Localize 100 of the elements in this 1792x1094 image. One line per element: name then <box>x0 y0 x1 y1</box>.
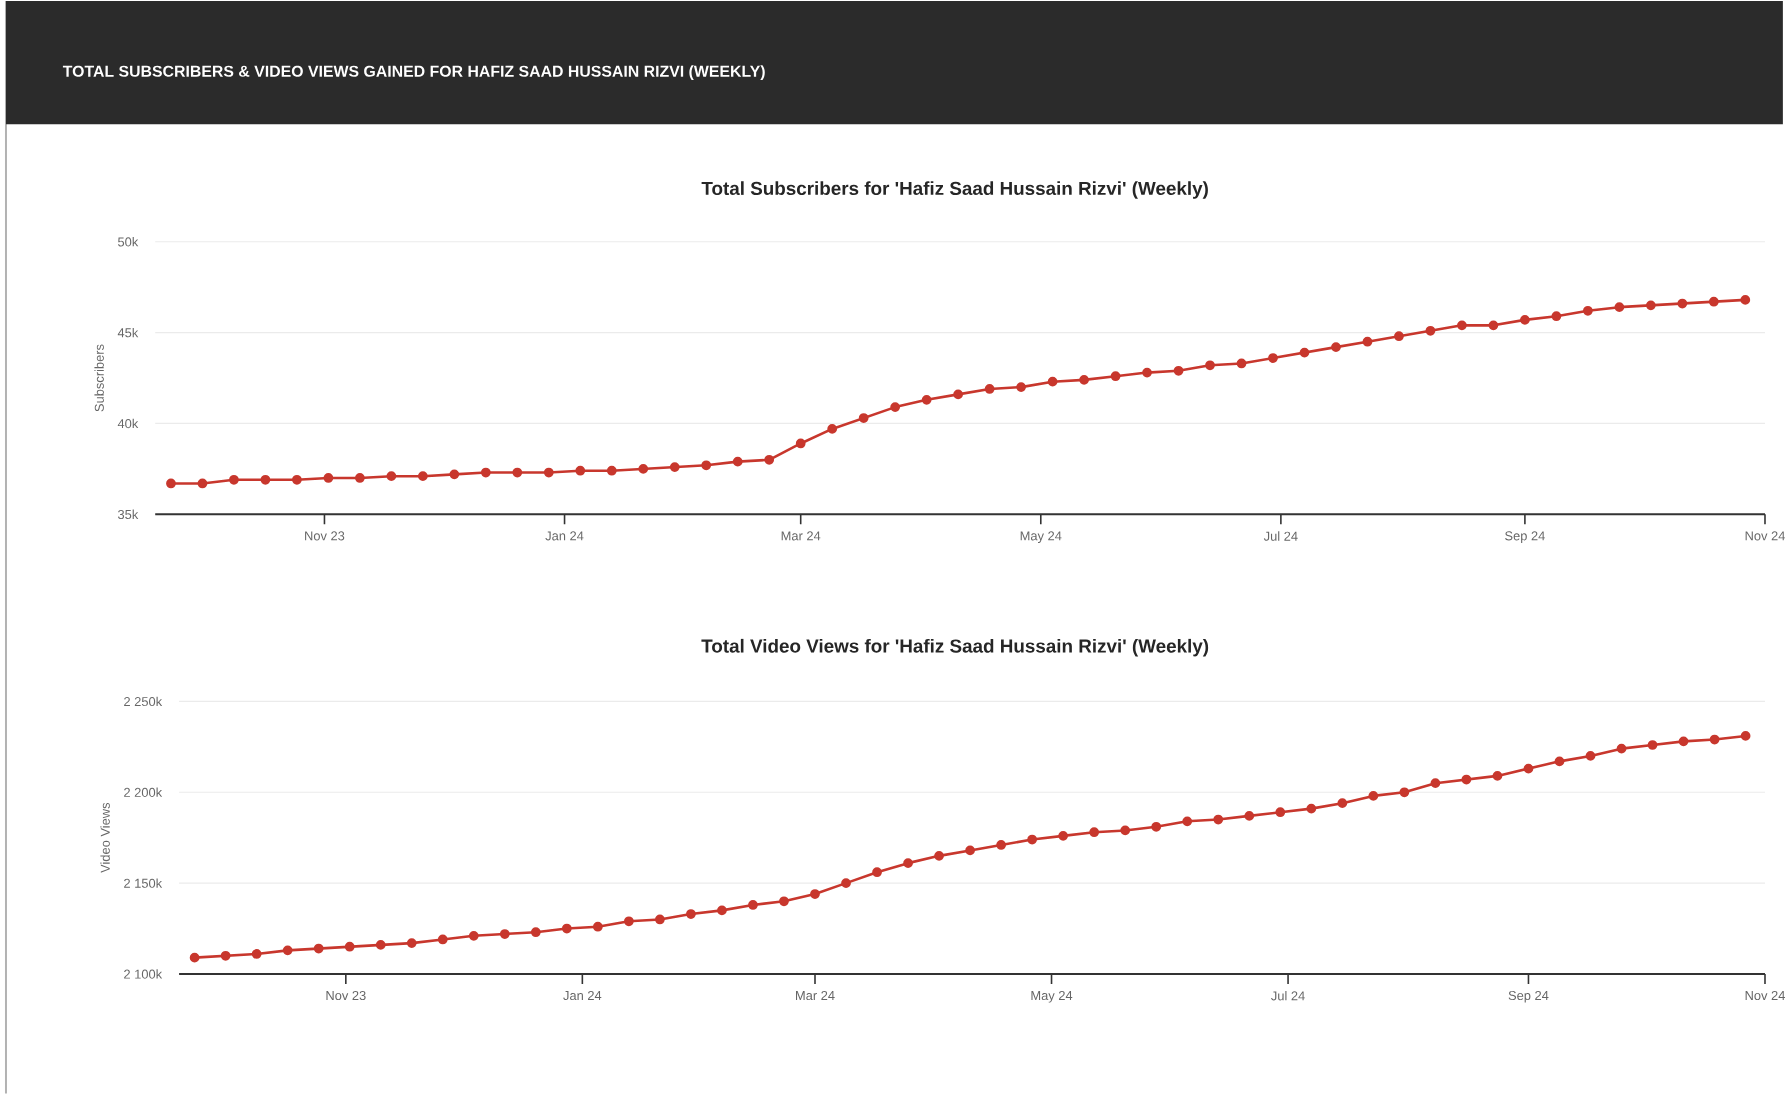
point <box>1394 331 1404 341</box>
point <box>282 945 293 956</box>
point <box>323 472 334 483</box>
point <box>1425 325 1436 336</box>
point <box>1740 730 1751 741</box>
point <box>934 850 944 861</box>
point <box>1709 734 1720 745</box>
point <box>355 472 365 483</box>
point <box>701 460 712 470</box>
point <box>437 934 448 945</box>
point <box>795 438 806 449</box>
point <box>292 474 302 485</box>
point <box>1047 376 1058 387</box>
point <box>1488 320 1499 331</box>
point <box>480 467 491 478</box>
point <box>1236 358 1247 369</box>
point <box>1337 798 1348 808</box>
point <box>1331 342 1341 352</box>
point <box>1677 298 1688 309</box>
point <box>1120 825 1131 836</box>
point <box>1614 302 1625 312</box>
point <box>1299 347 1310 358</box>
point <box>406 938 417 948</box>
point <box>575 465 586 476</box>
point <box>313 943 324 954</box>
point <box>1173 365 1184 376</box>
chart-title: Total Video Views for 'Hafiz Saad Hussain Rizvi' (Weekly) <box>701 638 1209 657</box>
point <box>1708 296 1719 307</box>
point <box>779 896 789 906</box>
point <box>499 928 510 939</box>
point <box>1647 739 1658 750</box>
point <box>1678 736 1689 747</box>
point <box>1205 360 1215 370</box>
point <box>468 930 479 941</box>
point <box>1399 787 1410 797</box>
point <box>417 471 428 481</box>
point <box>1058 830 1069 841</box>
point <box>965 845 975 856</box>
point <box>1740 294 1751 305</box>
point <box>543 467 554 478</box>
point <box>1645 300 1656 311</box>
point <box>1520 314 1530 325</box>
point <box>624 916 634 926</box>
point <box>1585 750 1596 761</box>
point <box>890 402 901 412</box>
point <box>606 465 617 476</box>
point <box>1616 743 1627 754</box>
point <box>858 412 869 423</box>
point <box>827 423 838 434</box>
point <box>1016 382 1026 392</box>
point <box>764 454 775 465</box>
point <box>921 394 932 405</box>
point <box>386 471 397 481</box>
point <box>220 950 231 961</box>
point <box>344 941 355 952</box>
point <box>530 927 541 937</box>
point <box>1151 821 1162 832</box>
chart-subtitle: Total Subscribers for 'Hafiz Saad Hussain Rizvi' (Weekly) <box>701 181 1208 199</box>
point <box>1213 814 1224 825</box>
point <box>669 462 680 472</box>
point <box>903 858 913 868</box>
point <box>810 888 820 899</box>
point <box>251 948 262 959</box>
point <box>1582 305 1593 316</box>
point <box>1368 790 1379 801</box>
point <box>229 474 239 485</box>
point <box>1244 810 1255 821</box>
point <box>717 905 727 916</box>
point <box>872 867 882 877</box>
point <box>686 908 696 919</box>
point <box>1142 367 1152 378</box>
point <box>166 478 176 489</box>
point <box>1306 803 1317 814</box>
point <box>1554 756 1565 767</box>
point <box>996 839 1007 850</box>
point <box>561 923 572 934</box>
point <box>189 952 200 963</box>
point <box>1110 371 1121 381</box>
point <box>449 469 460 480</box>
point <box>1523 763 1534 774</box>
point <box>1362 336 1373 347</box>
point <box>1551 311 1562 321</box>
point <box>841 878 851 888</box>
point <box>1492 770 1503 781</box>
point <box>197 478 208 489</box>
point <box>260 474 271 485</box>
point <box>1182 816 1193 827</box>
point <box>732 456 743 467</box>
point <box>1079 374 1089 385</box>
point <box>1275 807 1286 817</box>
point <box>1268 352 1278 363</box>
point <box>375 939 386 950</box>
point <box>1457 320 1467 331</box>
point <box>1430 778 1441 788</box>
point <box>655 914 665 925</box>
point <box>1089 827 1100 837</box>
point <box>512 467 523 478</box>
point <box>984 383 995 394</box>
point <box>748 899 758 910</box>
point <box>592 921 603 932</box>
